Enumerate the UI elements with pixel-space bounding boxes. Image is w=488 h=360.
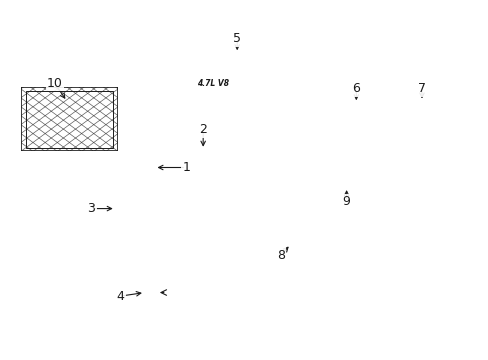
Circle shape bbox=[139, 203, 160, 218]
Text: 7: 7 bbox=[417, 82, 425, 95]
Circle shape bbox=[137, 284, 162, 301]
Circle shape bbox=[409, 113, 430, 129]
Text: 5: 5 bbox=[233, 32, 241, 45]
Text: 9: 9 bbox=[342, 195, 350, 208]
Polygon shape bbox=[132, 126, 254, 251]
Text: 10: 10 bbox=[47, 77, 62, 90]
Polygon shape bbox=[164, 251, 176, 280]
FancyBboxPatch shape bbox=[283, 105, 428, 208]
Circle shape bbox=[142, 287, 157, 298]
Circle shape bbox=[349, 122, 357, 127]
Text: 6: 6 bbox=[352, 82, 360, 95]
Bar bbox=[21, 87, 118, 152]
Text: 1: 1 bbox=[182, 161, 190, 174]
Bar bbox=[26, 91, 113, 148]
Text: 8: 8 bbox=[276, 248, 285, 261]
Text: 4.7L V8: 4.7L V8 bbox=[197, 79, 228, 88]
Circle shape bbox=[413, 116, 426, 126]
FancyBboxPatch shape bbox=[142, 44, 287, 112]
Text: 3: 3 bbox=[87, 202, 95, 215]
Circle shape bbox=[141, 86, 172, 109]
Text: 4: 4 bbox=[116, 289, 124, 303]
Polygon shape bbox=[162, 280, 179, 291]
Text: 2: 2 bbox=[199, 123, 207, 136]
Polygon shape bbox=[334, 116, 370, 130]
